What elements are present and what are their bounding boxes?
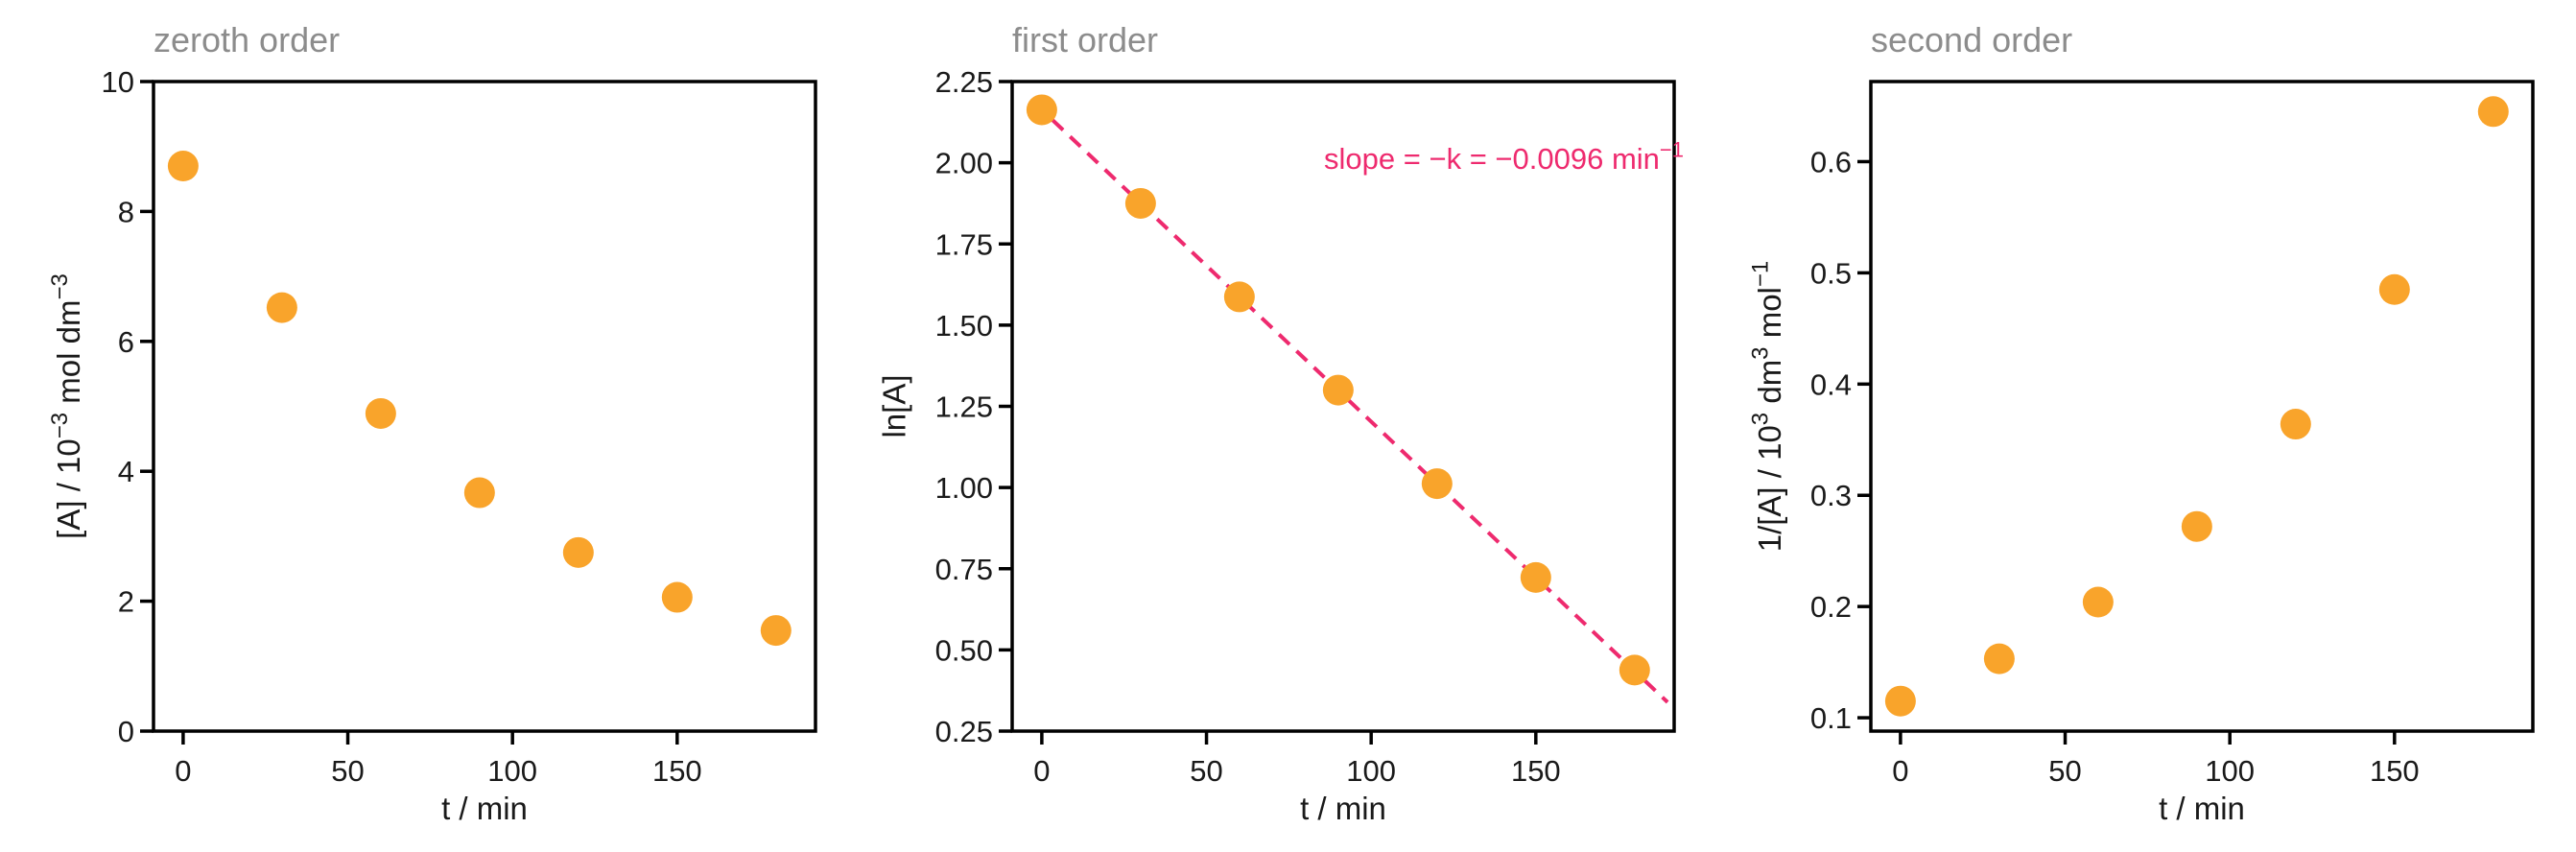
chart-panel-zeroth-order: 0 50 100 150 0 2 4 6 8 10 t / min [A] / 10−3 mol dm… xyxy=(0,0,859,852)
data-point xyxy=(1026,94,1057,126)
data-point xyxy=(2477,96,2509,128)
plot-frame xyxy=(152,80,817,733)
x-tick-label: 0 xyxy=(175,754,191,788)
data-point xyxy=(760,615,792,647)
x-tick-label: 100 xyxy=(1346,754,1396,788)
y-tick-label: 8 xyxy=(118,195,134,228)
data-point xyxy=(1884,685,1916,717)
x-axis-label: t / min xyxy=(1300,791,1386,826)
x-tick-label: 50 xyxy=(1190,754,1222,788)
data-point xyxy=(1124,187,1156,219)
x-tick-label: 150 xyxy=(2370,754,2420,788)
data-point xyxy=(1421,468,1453,500)
chart-svg: 0 50 100 150 0.25 0.50 0.75 1.00 1.25 1.50 1.75 2.0… xyxy=(876,65,1684,826)
chart-title: zeroth order xyxy=(154,20,341,59)
x-axis-label: t / min xyxy=(2159,791,2245,826)
y-tick-label: 2.00 xyxy=(935,147,993,180)
y-tick-label: 0.50 xyxy=(935,633,993,667)
y-tick-label: 10 xyxy=(102,65,134,99)
plot-frame xyxy=(1869,80,2535,733)
chart-canvas: 0 50 100 150 0.1 0.2 0.3 0.4 0.5 0.6 t / min 1/[A] … xyxy=(1717,0,2576,852)
x-tick-label: 0 xyxy=(1033,754,1050,788)
y-tick-label: 0.1 xyxy=(1810,701,1852,735)
data-point xyxy=(2378,273,2410,305)
chart-svg: 0 50 100 150 0 2 4 6 8 10 t / min [A] / 10−3 mol dm… xyxy=(47,65,817,826)
chart-title: second order xyxy=(1871,20,2073,59)
data-point xyxy=(1322,374,1354,406)
data-point xyxy=(661,581,693,613)
y-tick-label: 0.3 xyxy=(1810,479,1852,512)
y-tick-label: 4 xyxy=(118,455,134,488)
y-axis-label: ln[A] xyxy=(876,374,911,438)
x-tick-label: 100 xyxy=(2205,754,2255,788)
y-tick-label: 0.75 xyxy=(935,553,993,586)
data-point xyxy=(1223,281,1255,313)
y-tick-label: 1.00 xyxy=(935,471,993,505)
y-tick-label: 0.6 xyxy=(1810,145,1852,178)
x-tick-label: 50 xyxy=(2048,754,2081,788)
chart-canvas: 0 50 100 150 0 2 4 6 8 10 t / min [A] / 10−3 mol dm… xyxy=(0,0,859,852)
chart-title: first order xyxy=(1012,20,1159,59)
data-point xyxy=(463,477,495,509)
y-tick-label: 0.2 xyxy=(1810,590,1852,624)
data-point xyxy=(562,536,594,568)
y-tick-label: 2.25 xyxy=(935,65,993,99)
y-tick-label: 0 xyxy=(118,715,134,748)
chart-canvas: 0 50 100 150 0.25 0.50 0.75 1.00 1.25 1.50 1.75 2.0… xyxy=(859,0,1717,852)
data-point xyxy=(167,151,199,182)
chart-svg: 0 50 100 150 0.1 0.2 0.3 0.4 0.5 0.6 t / min 1/[A] … xyxy=(1748,80,2535,826)
chart-panel-second-order: 0 50 100 150 0.1 0.2 0.3 0.4 0.5 0.6 t / min 1/[A] … xyxy=(1717,0,2576,852)
y-axis-label: [A] / 10−3 mol dm−3 xyxy=(47,273,86,539)
data-point xyxy=(1520,561,1551,593)
y-tick-label: 6 xyxy=(118,325,134,359)
y-tick-label: 0.4 xyxy=(1810,367,1852,401)
data-point xyxy=(1619,654,1650,686)
x-axis-label: t / min xyxy=(441,791,528,826)
data-point xyxy=(2280,409,2311,440)
slope-annotation: slope = −k = −0.0096 min−1 xyxy=(1324,138,1684,176)
y-tick-label: 1.50 xyxy=(935,309,993,343)
x-tick-label: 100 xyxy=(487,754,537,788)
data-point xyxy=(266,292,297,323)
data-point xyxy=(1983,643,2015,674)
x-tick-label: 150 xyxy=(1511,754,1561,788)
y-tick-label: 1.25 xyxy=(935,390,993,424)
x-tick-label: 0 xyxy=(1892,754,1908,788)
y-axis-label: 1/[A] / 103 dm3 mol−1 xyxy=(1748,261,1787,553)
data-point xyxy=(2082,586,2114,618)
y-tick-label: 0.25 xyxy=(935,715,993,748)
y-tick-label: 0.5 xyxy=(1810,256,1852,290)
plot-frame xyxy=(1010,80,1676,733)
y-tick-label: 2 xyxy=(118,585,134,619)
data-point xyxy=(365,397,396,429)
chart-panel-first-order: 0 50 100 150 0.25 0.50 0.75 1.00 1.25 1.50 1.75 2.0… xyxy=(859,0,1717,852)
x-tick-label: 50 xyxy=(331,754,364,788)
x-tick-label: 150 xyxy=(652,754,702,788)
data-point xyxy=(2181,510,2212,542)
y-tick-label: 1.75 xyxy=(935,227,993,261)
